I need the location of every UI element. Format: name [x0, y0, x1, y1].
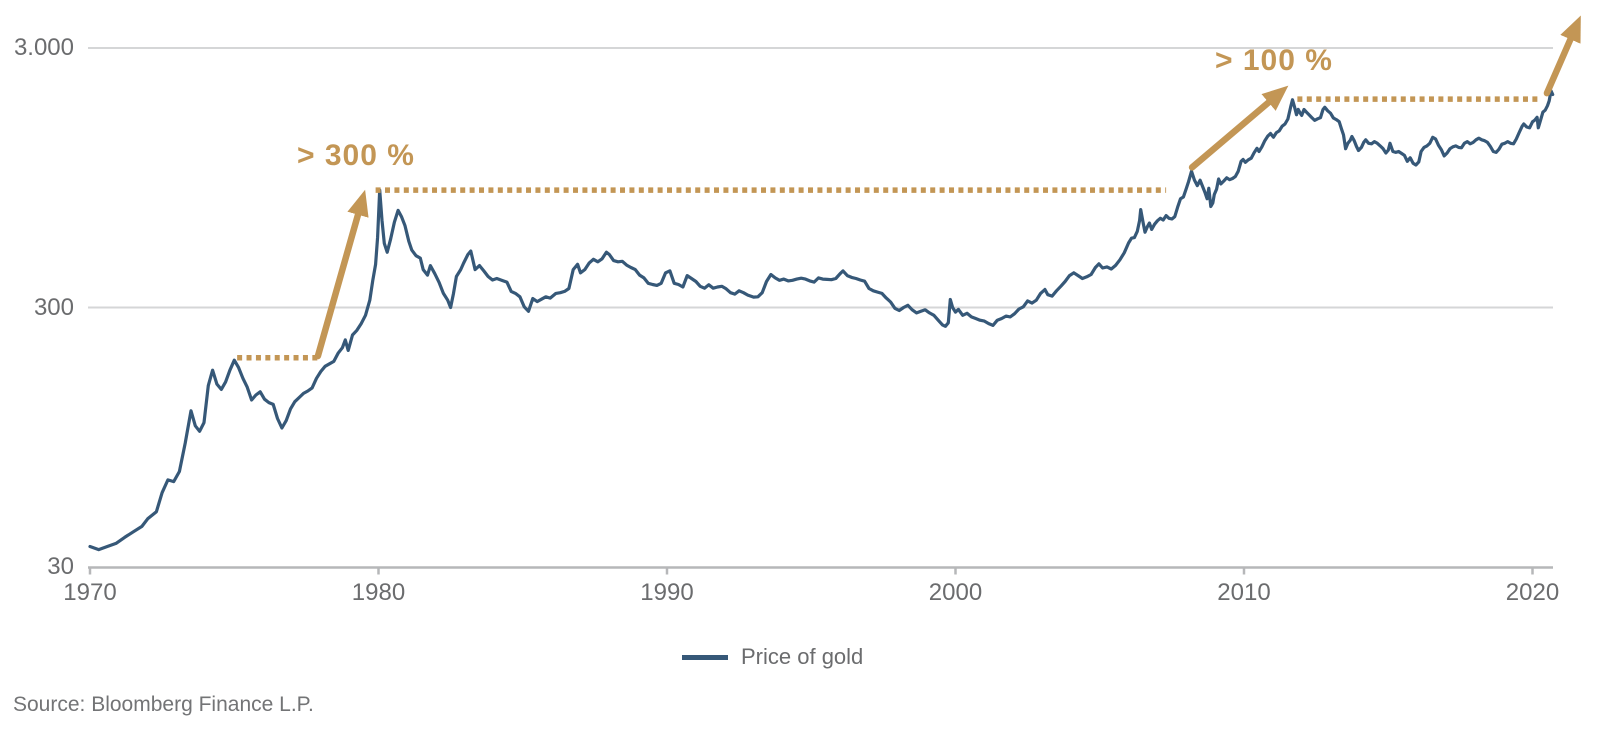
source-note: Source: Bloomberg Finance L.P.: [13, 693, 314, 716]
x-axis-tick-label: 2020: [1505, 579, 1560, 606]
annotation-gain-300pct: > 300 %: [297, 139, 415, 172]
x-axis-tick-label: 1980: [351, 579, 406, 606]
x-axis-tick-label: 1990: [640, 579, 694, 606]
x-axis-tick-label: 1970: [63, 579, 117, 606]
y-axis-tick-label: 300: [33, 293, 74, 321]
y-axis-tick-label: 30: [47, 553, 74, 580]
annotation-gain-100pct: > 100 %: [1215, 44, 1333, 77]
legend: Price of gold: [682, 644, 863, 670]
x-axis-tick-label: 2000: [928, 579, 983, 606]
y-axis-tick-label: 3.000: [13, 34, 74, 61]
x-axis-tick-label: 2010: [1217, 579, 1271, 606]
legend-line-swatch: [682, 654, 728, 660]
legend-label: Price of gold: [741, 644, 864, 669]
